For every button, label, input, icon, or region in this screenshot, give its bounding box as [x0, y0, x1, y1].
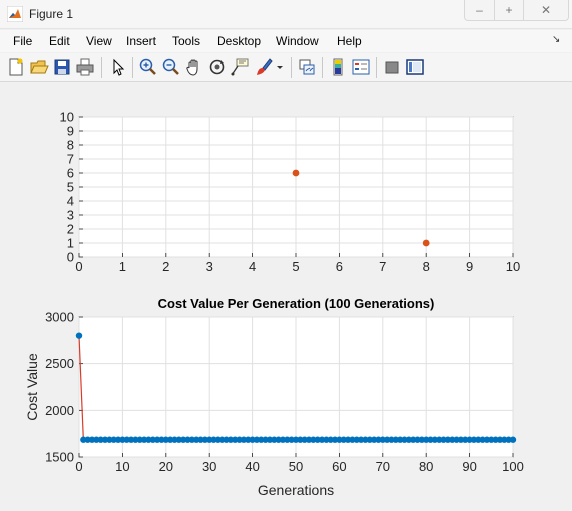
scatter-point[interactable]: [292, 169, 300, 177]
menu-edit[interactable]: Edit: [49, 34, 70, 48]
x-tick-label: 1: [119, 259, 126, 274]
toolbar-separator: [376, 57, 377, 78]
y-tick-label: 4: [67, 194, 74, 209]
x-tick-label: 0: [75, 459, 82, 474]
show-plot-tools-icon[interactable]: [405, 57, 425, 77]
menu-desktop[interactable]: Desktop: [217, 34, 262, 48]
toolbar: [0, 53, 572, 82]
zoom-out-icon[interactable]: [161, 57, 181, 77]
y-tick-label: 10: [60, 110, 74, 125]
hide-plot-tools-icon[interactable]: [382, 57, 402, 77]
y-tick-label: 1: [67, 236, 74, 251]
menu-window[interactable]: Window: [276, 34, 319, 48]
print-icon[interactable]: [75, 57, 95, 77]
figure-canvas: 0 1 2 3 4 5 6 7 8 9 10 0 1 2 3 4 5 6 7 8 9 10 Cost Value Per…: [0, 82, 572, 508]
rotate-3d-icon[interactable]: [207, 57, 227, 77]
toolbar-separator: [291, 57, 292, 78]
minimize-button[interactable]: –: [464, 0, 495, 21]
y-tick-label: 5: [67, 180, 74, 195]
y-tick-label: 3: [67, 208, 74, 223]
y-tick-label: 7: [67, 152, 74, 167]
close-button[interactable]: ✕: [523, 0, 569, 21]
x-tick-label: 100: [502, 459, 524, 474]
x-tick-label: 9: [466, 259, 473, 274]
x-tick-label: 8: [423, 259, 430, 274]
window-title: Figure 1: [29, 7, 74, 21]
brush-icon[interactable]: [254, 57, 274, 77]
y-tick-label: 3000: [45, 310, 74, 325]
dock-arrow-icon[interactable]: ↘: [552, 34, 561, 45]
x-tick-label: 4: [249, 259, 256, 274]
y-tick-label: 0: [67, 250, 74, 265]
menu-tools[interactable]: Tools: [172, 34, 201, 48]
matlab-logo-icon: [7, 6, 23, 22]
x-tick-label: 80: [419, 459, 433, 474]
x-axis-label: Generations: [258, 482, 334, 498]
series-point[interactable]: [75, 332, 83, 339]
maximize-button[interactable]: +: [494, 0, 524, 21]
y-tick-label: 1500: [45, 450, 74, 465]
x-tick-label: 30: [202, 459, 216, 474]
insert-legend-icon[interactable]: [351, 57, 371, 77]
y-tick-label: 2000: [45, 403, 74, 418]
scatter-point[interactable]: [422, 239, 430, 247]
x-tick-label: 0: [75, 259, 82, 274]
y-tick-label: 6: [67, 166, 74, 181]
x-tick-label: 6: [336, 259, 343, 274]
toolbar-separator: [322, 57, 323, 78]
y-tick-label: 2: [67, 222, 74, 237]
x-tick-label: 70: [376, 459, 390, 474]
x-tick-label: 3: [206, 259, 213, 274]
menu-bar: File Edit View Insert Tools Desktop Wind…: [0, 30, 572, 52]
y-axis-label: Cost Value: [24, 353, 40, 421]
edit-plot-arrow-icon[interactable]: [108, 57, 128, 77]
brush-dropdown-icon[interactable]: [275, 57, 285, 77]
zoom-in-icon[interactable]: [138, 57, 158, 77]
open-file-icon[interactable]: [29, 57, 49, 77]
menu-file[interactable]: File: [13, 34, 33, 48]
y-tick-label: 9: [67, 124, 74, 139]
x-tick-label: 40: [245, 459, 259, 474]
menu-insert[interactable]: Insert: [126, 34, 157, 48]
menu-view[interactable]: View: [86, 34, 112, 48]
insert-colorbar-icon[interactable]: [328, 57, 348, 77]
x-tick-label: 20: [159, 459, 173, 474]
save-icon[interactable]: [52, 57, 72, 77]
new-figure-icon[interactable]: [6, 57, 26, 77]
toolbar-separator: [101, 57, 102, 78]
title-bar[interactable]: Figure 1 – + ✕: [0, 0, 572, 29]
cost-line-chart[interactable]: Cost Value Per Generation (100 Generatio…: [24, 296, 524, 498]
x-tick-label: 50: [289, 459, 303, 474]
x-tick-label: 2: [162, 259, 169, 274]
x-tick-label: 10: [115, 459, 129, 474]
chart-title: Cost Value Per Generation (100 Generatio…: [158, 296, 435, 311]
toolbar-separator: [132, 57, 133, 78]
menu-help[interactable]: Help: [337, 34, 362, 48]
link-plot-icon[interactable]: [297, 57, 317, 77]
x-tick-label: 7: [379, 259, 386, 274]
pan-hand-icon[interactable]: [184, 57, 204, 77]
y-tick-label: 8: [67, 138, 74, 153]
x-tick-label: 10: [506, 259, 520, 274]
y-tick-label: 2500: [45, 356, 74, 371]
x-tick-label: 5: [292, 259, 299, 274]
x-tick-label: 60: [332, 459, 346, 474]
series-point[interactable]: [509, 436, 517, 443]
data-cursor-icon[interactable]: [230, 57, 250, 77]
x-tick-label: 90: [462, 459, 476, 474]
